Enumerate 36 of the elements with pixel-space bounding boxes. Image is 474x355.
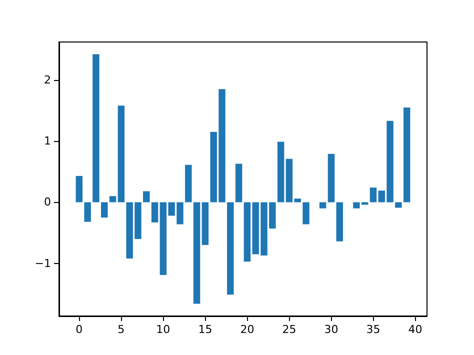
- bar: [185, 164, 192, 202]
- bar: [336, 202, 343, 242]
- y-tick-label: 0: [44, 196, 51, 209]
- bar: [143, 191, 150, 202]
- x-tick-label: 35: [366, 323, 380, 336]
- bar: [118, 106, 125, 202]
- x-tick-label: 15: [198, 323, 212, 336]
- bar: [109, 196, 116, 202]
- bar: [84, 202, 91, 222]
- y-tick-label: 1: [44, 134, 51, 148]
- bar: [235, 164, 242, 202]
- x-tick-label: 5: [118, 323, 125, 336]
- y-tick-label: 2: [44, 73, 51, 86]
- x-tick-label: 40: [408, 323, 422, 336]
- bar: [328, 154, 335, 202]
- x-tick-label: 25: [282, 323, 296, 336]
- bar: [151, 202, 158, 222]
- bar: [370, 188, 377, 202]
- x-tick-label: 10: [156, 323, 170, 336]
- x-tick-label: 30: [324, 323, 338, 336]
- bar: [395, 202, 402, 208]
- bar: [92, 54, 100, 202]
- bar: [319, 202, 326, 208]
- bar: [101, 202, 108, 218]
- x-tick-label: 0: [76, 323, 83, 336]
- bar: [403, 107, 410, 202]
- bar: [277, 142, 284, 202]
- bar: [286, 158, 293, 202]
- bar: [193, 202, 200, 304]
- bar: [227, 202, 234, 295]
- bar: [76, 176, 83, 202]
- bar: [302, 202, 310, 224]
- bar: [202, 202, 209, 246]
- x-tick-label: 20: [240, 323, 254, 336]
- bar: [294, 198, 301, 202]
- y-tick-label: −1: [34, 256, 51, 270]
